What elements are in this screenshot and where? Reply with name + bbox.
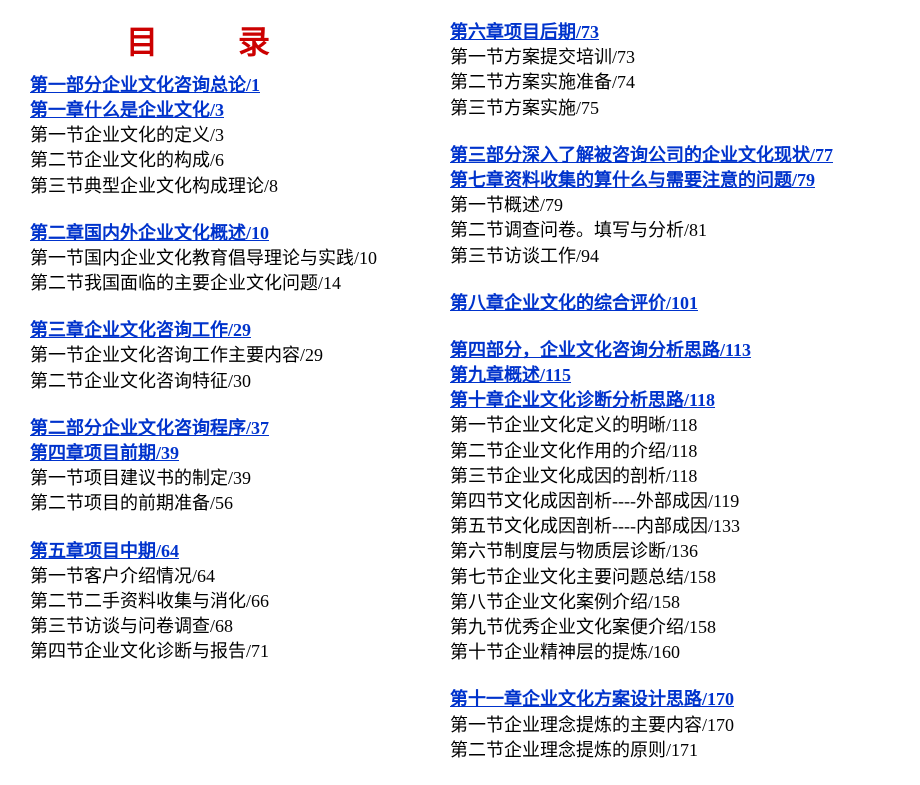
toc-entry: 第一节企业文化咨询工作主要内容/29 [30,343,430,368]
toc-entry: 第二节企业文化咨询特征/30 [30,369,430,394]
toc-heading[interactable]: 第三章企业文化咨询工作/29 [30,318,430,343]
toc-entry: 第二节方案实施准备/74 [450,70,890,95]
toc-entry: 第九节优秀企业文化案便介绍/158 [450,615,890,640]
toc-entry: 第一节国内企业文化教育倡导理论与实践/10 [30,246,430,271]
toc-entry: 第三节方案实施/75 [450,96,890,121]
toc-heading[interactable]: 第一部分企业文化咨询总论/1 [30,73,430,98]
toc-entry: 第二节企业理念提炼的原则/171 [450,738,890,763]
toc-entry: 第三节访谈与问卷调查/68 [30,614,430,639]
left_column-group: 第二章国内外企业文化概述/10第一节国内企业文化教育倡导理论与实践/10第二节我… [30,221,430,297]
right-column: 第六章项目后期/73第一节方案提交培训/73第二节方案实施准备/74第三节方案实… [450,20,890,785]
right_column-group: 第八章企业文化的综合评价/101 [450,291,890,316]
toc-entry: 第一节企业文化的定义/3 [30,123,430,148]
toc-title: 目 录 [70,20,350,65]
toc-entry: 第一节项目建议书的制定/39 [30,466,430,491]
toc-entry: 第七节企业文化主要问题总结/158 [450,565,890,590]
toc-heading[interactable]: 第十一章企业文化方案设计思路/170 [450,687,890,712]
left_column-group: 第三章企业文化咨询工作/29第一节企业文化咨询工作主要内容/29第二节企业文化咨… [30,318,430,394]
toc-entry: 第八节企业文化案例介绍/158 [450,590,890,615]
toc-heading[interactable]: 第六章项目后期/73 [450,20,890,45]
right_column-group: 第十一章企业文化方案设计思路/170第一节企业理念提炼的主要内容/170第二节企… [450,687,890,763]
toc-entry: 第二节二手资料收集与消化/66 [30,589,430,614]
toc-entry: 第四节企业文化诊断与报告/71 [30,639,430,664]
toc-heading[interactable]: 第四部分，企业文化咨询分析思路/113 [450,338,890,363]
toc-heading[interactable]: 第一章什么是企业文化/3 [30,98,430,123]
toc-heading[interactable]: 第三部分深入了解被咨询公司的企业文化现状/77 [450,143,890,168]
toc-entry: 第二节我国面临的主要企业文化问题/14 [30,271,430,296]
right_column-group: 第三部分深入了解被咨询公司的企业文化现状/77第七章资料收集的算什么与需要注意的… [450,143,890,269]
toc-entry: 第一节客户介绍情况/64 [30,564,430,589]
left_column-group: 第一部分企业文化咨询总论/1第一章什么是企业文化/3第一节企业文化的定义/3第二… [30,73,430,199]
toc-entry: 第二节项目的前期准备/56 [30,491,430,516]
toc-entry: 第二节企业文化作用的介绍/118 [450,439,890,464]
toc-heading[interactable]: 第九章概述/115 [450,363,890,388]
right_column-group: 第四部分，企业文化咨询分析思路/113第九章概述/115第十章企业文化诊断分析思… [450,338,890,665]
toc-heading[interactable]: 第七章资料收集的算什么与需要注意的问题/79 [450,168,890,193]
toc-heading[interactable]: 第二部分企业文化咨询程序/37 [30,416,430,441]
toc-entry: 第一节方案提交培训/73 [450,45,890,70]
toc-heading[interactable]: 第十章企业文化诊断分析思路/118 [450,388,890,413]
left_column-group: 第二部分企业文化咨询程序/37第四章项目前期/39第一节项目建议书的制定/39第… [30,416,430,517]
toc-entry: 第一节企业理念提炼的主要内容/170 [450,713,890,738]
toc-entry: 第三节访谈工作/94 [450,244,890,269]
toc-entry: 第二节企业文化的构成/6 [30,148,430,173]
toc-entry: 第一节概述/79 [450,193,890,218]
toc-entry: 第三节企业文化成因的剖析/118 [450,464,890,489]
toc-heading[interactable]: 第八章企业文化的综合评价/101 [450,291,890,316]
toc-entry: 第六节制度层与物质层诊断/136 [450,539,890,564]
toc-heading[interactable]: 第五章项目中期/64 [30,539,430,564]
right_column-group: 第六章项目后期/73第一节方案提交培训/73第二节方案实施准备/74第三节方案实… [450,20,890,121]
toc-entry: 第三节典型企业文化构成理论/8 [30,174,430,199]
toc-entry: 第二节调查问卷。填写与分析/81 [450,218,890,243]
toc-entry: 第一节企业文化定义的明晰/118 [450,413,890,438]
toc-heading[interactable]: 第二章国内外企业文化概述/10 [30,221,430,246]
toc-container: 目 录 第一部分企业文化咨询总论/1第一章什么是企业文化/3第一节企业文化的定义… [30,20,890,785]
left-column: 目 录 第一部分企业文化咨询总论/1第一章什么是企业文化/3第一节企业文化的定义… [30,20,430,785]
left_column-group: 第五章项目中期/64第一节客户介绍情况/64第二节二手资料收集与消化/66第三节… [30,539,430,665]
toc-entry: 第十节企业精神层的提炼/160 [450,640,890,665]
toc-heading[interactable]: 第四章项目前期/39 [30,441,430,466]
toc-entry: 第四节文化成因剖析----外部成因/119 [450,489,890,514]
toc-entry: 第五节文化成因剖析----内部成因/133 [450,514,890,539]
